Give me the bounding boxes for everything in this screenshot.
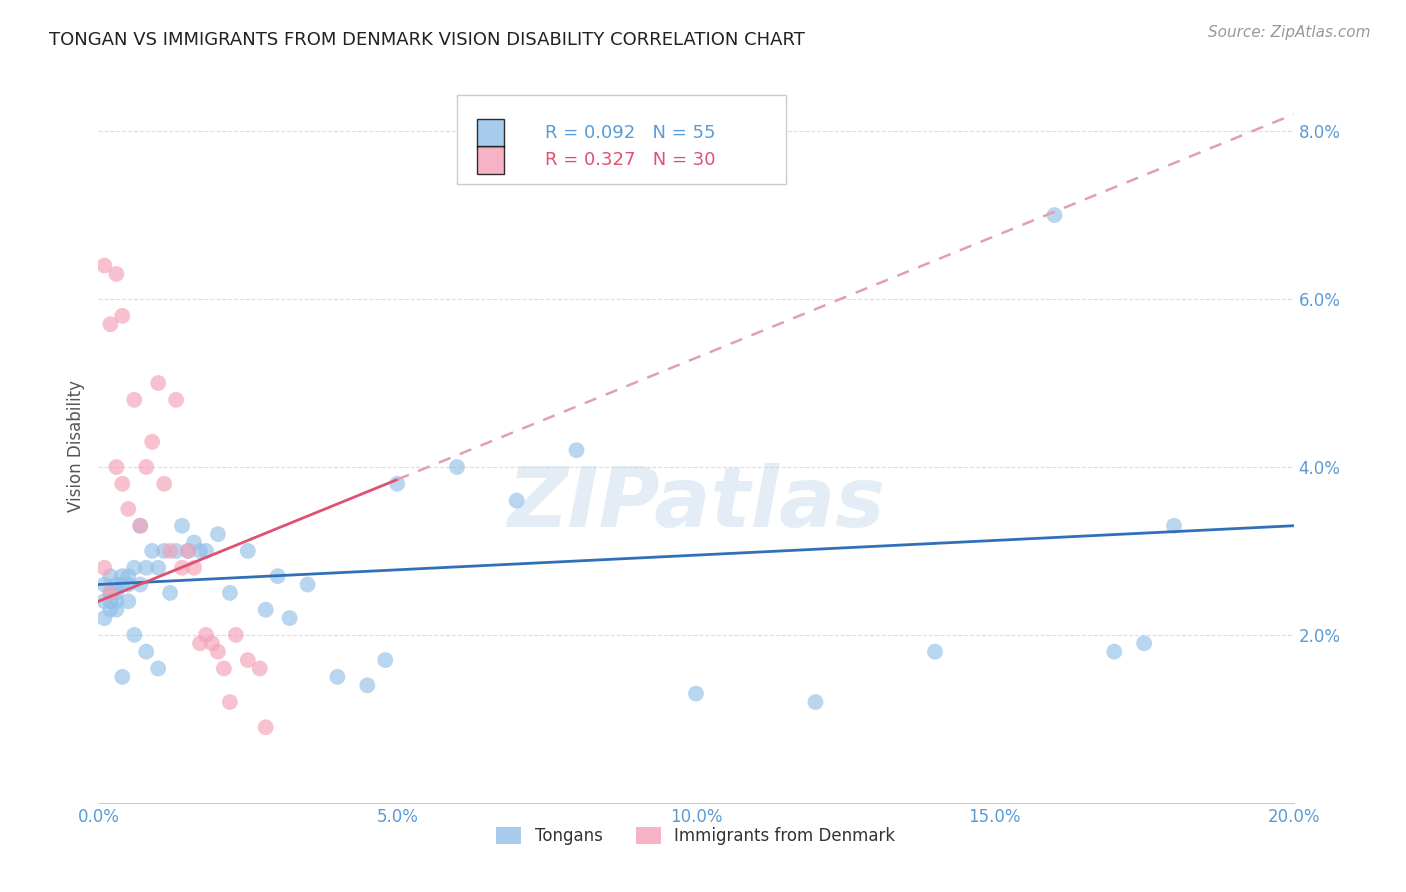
Text: Source: ZipAtlas.com: Source: ZipAtlas.com: [1208, 25, 1371, 40]
Point: [98, 586, 122, 600]
Point: [195, 628, 218, 642]
Point: [159, 586, 181, 600]
Point: [1133, 636, 1156, 650]
Text: R = 0.327   N = 30: R = 0.327 N = 30: [546, 151, 716, 169]
Point: [267, 569, 290, 583]
Point: [1104, 645, 1126, 659]
Point: [148, 560, 170, 574]
Point: [129, 518, 152, 533]
Point: [165, 544, 187, 558]
Point: [188, 636, 211, 650]
Point: [172, 560, 194, 574]
Point: [124, 392, 146, 407]
Text: ZIPatlas: ZIPatlas: [508, 463, 884, 543]
Point: [924, 645, 946, 659]
Point: [188, 544, 211, 558]
Point: [207, 645, 229, 659]
Point: [506, 493, 529, 508]
Point: [117, 577, 139, 591]
Point: [93, 594, 115, 608]
Point: [236, 544, 259, 558]
Point: [207, 527, 229, 541]
Point: [111, 476, 134, 491]
Point: [105, 586, 128, 600]
Point: [254, 720, 277, 734]
Point: [111, 309, 134, 323]
Point: [219, 586, 242, 600]
Point: [326, 670, 349, 684]
FancyBboxPatch shape: [477, 146, 503, 174]
Point: [105, 267, 128, 281]
Point: [93, 577, 115, 591]
Point: [153, 544, 176, 558]
Point: [165, 392, 187, 407]
Point: [98, 569, 122, 583]
Point: [117, 502, 139, 516]
Point: [129, 577, 152, 591]
Point: [105, 577, 128, 591]
Point: [111, 670, 134, 684]
Point: [135, 460, 157, 475]
Y-axis label: Vision Disability: Vision Disability: [66, 380, 84, 512]
Point: [105, 460, 128, 475]
Point: [177, 544, 200, 558]
Point: [374, 653, 396, 667]
Point: [98, 603, 122, 617]
Point: [446, 460, 468, 475]
Point: [183, 560, 205, 574]
Point: [93, 611, 115, 625]
FancyBboxPatch shape: [457, 95, 786, 184]
Point: [153, 476, 176, 491]
Point: [159, 544, 181, 558]
Point: [93, 259, 115, 273]
Point: [124, 560, 146, 574]
Point: [685, 687, 707, 701]
Point: [201, 636, 224, 650]
Point: [111, 577, 134, 591]
Point: [98, 594, 122, 608]
Point: [804, 695, 827, 709]
Point: [135, 645, 157, 659]
Point: [124, 628, 146, 642]
Point: [105, 594, 128, 608]
FancyBboxPatch shape: [477, 120, 503, 146]
Text: TONGAN VS IMMIGRANTS FROM DENMARK VISION DISABILITY CORRELATION CHART: TONGAN VS IMMIGRANTS FROM DENMARK VISION…: [49, 31, 806, 49]
Point: [177, 544, 200, 558]
Point: [297, 577, 319, 591]
Point: [98, 318, 122, 332]
Point: [148, 376, 170, 390]
Point: [249, 661, 271, 675]
Point: [254, 603, 277, 617]
Point: [129, 518, 152, 533]
Point: [565, 443, 588, 458]
Point: [356, 678, 378, 692]
Point: [225, 628, 247, 642]
Point: [111, 569, 134, 583]
Point: [141, 544, 163, 558]
Point: [1043, 208, 1066, 222]
Point: [117, 594, 139, 608]
Point: [135, 560, 157, 574]
Point: [105, 603, 128, 617]
Point: [212, 661, 235, 675]
Point: [172, 518, 194, 533]
Legend: Tongans, Immigrants from Denmark: Tongans, Immigrants from Denmark: [489, 820, 903, 852]
Point: [195, 544, 218, 558]
Point: [141, 434, 163, 449]
Point: [1163, 518, 1185, 533]
Point: [385, 476, 409, 491]
Point: [93, 560, 115, 574]
Point: [278, 611, 301, 625]
Text: R = 0.092   N = 55: R = 0.092 N = 55: [546, 124, 716, 142]
Point: [219, 695, 242, 709]
Point: [183, 535, 205, 549]
Point: [148, 661, 170, 675]
Point: [117, 569, 139, 583]
Point: [98, 586, 122, 600]
Point: [236, 653, 259, 667]
